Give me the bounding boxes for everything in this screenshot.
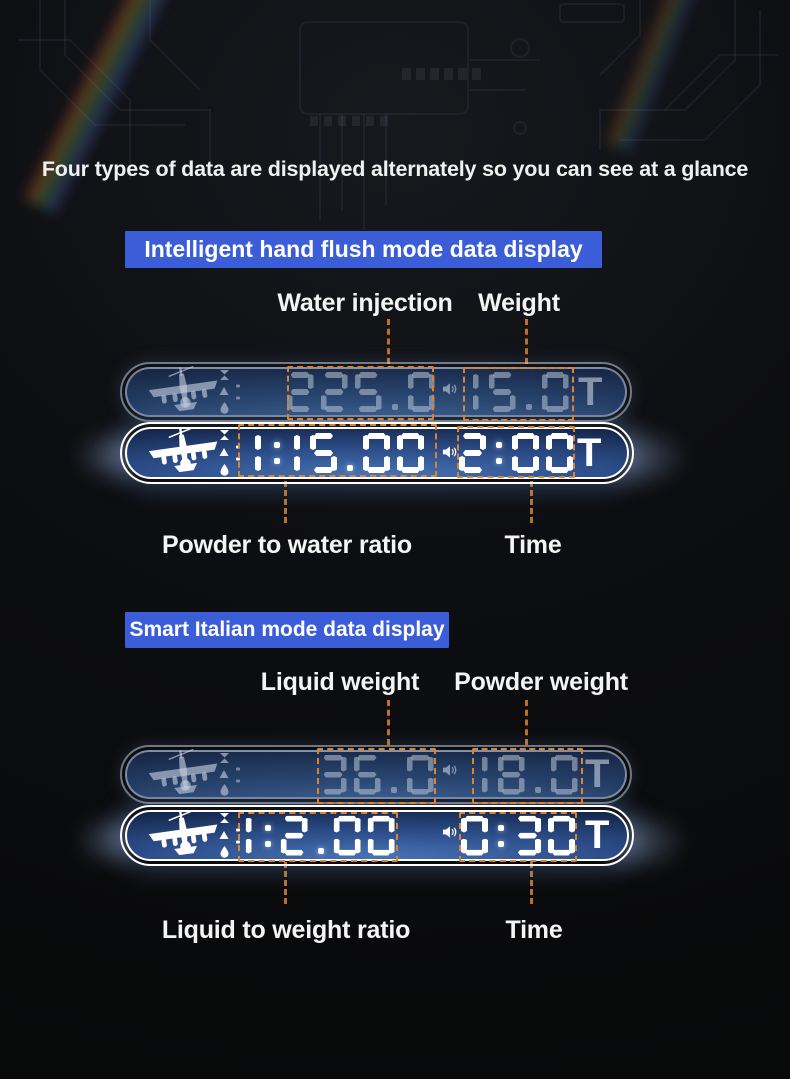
highlight-box-time (459, 812, 577, 862)
connector-line (387, 700, 390, 745)
led-display-hand-flush-alt: T (120, 362, 632, 422)
page-title: Four types of data are displayed alterna… (41, 157, 749, 181)
label-time: Time (505, 916, 563, 944)
label-powder-to-water-ratio: Powder to water ratio (161, 531, 413, 559)
highlight-box-weight (463, 367, 574, 421)
highlight-box-liquid-weight-ratio (238, 812, 398, 862)
brew-stage-icons (218, 370, 230, 414)
label-powder-weight: Powder weight (454, 668, 628, 696)
unit-label: T (577, 430, 602, 475)
speaker-icon (442, 826, 457, 838)
separator-dots (236, 384, 240, 400)
lcd-weight-value (465, 367, 572, 417)
droplet-icon (220, 464, 228, 476)
airplane-icon (148, 748, 218, 794)
lcd-powder-water-ratio-value (240, 427, 435, 479)
droplet-icon (220, 784, 228, 796)
lcd-time-value (461, 810, 575, 861)
connector-line (284, 862, 287, 904)
connector-line (530, 862, 533, 904)
highlight-box-powder-water-ratio (238, 424, 437, 477)
triangle-up-icon (219, 448, 229, 456)
droplet-icon (220, 402, 228, 414)
triangle-up-icon (219, 830, 229, 839)
hourglass-icon (219, 753, 229, 763)
banner-italian-mode: Smart Italian mode data display (125, 612, 449, 648)
light-beam (612, 808, 752, 892)
connector-line (525, 319, 528, 364)
unit-label: T (578, 369, 603, 414)
highlight-box-liquid-weight (317, 748, 436, 804)
speaker-icon (442, 764, 457, 776)
highlight-box-water-injection (287, 366, 434, 420)
connector-line (530, 481, 533, 523)
hourglass-icon (219, 813, 229, 823)
airplane-icon (148, 426, 218, 473)
lcd-water-injection-value (286, 367, 435, 417)
connector-line (387, 319, 390, 364)
light-beam (28, 814, 138, 888)
light-beam (28, 430, 138, 504)
label-liquid-to-weight-ratio: Liquid to weight ratio (161, 916, 411, 944)
label-liquid-weight: Liquid weight (260, 668, 420, 696)
circuit-board-background (18, 0, 778, 230)
lcd-liquid-weight-ratio-value (240, 810, 396, 861)
light-beam (612, 424, 752, 508)
unit-label: T (585, 752, 610, 796)
separator-dots (236, 767, 240, 782)
triangle-up-icon (219, 769, 229, 778)
brew-stage-icons (218, 430, 230, 476)
speaker-icon (442, 446, 457, 458)
droplet-icon (220, 846, 228, 858)
connector-line (284, 481, 287, 523)
brew-stage-icons (218, 753, 230, 796)
label-weight: Weight (478, 289, 560, 317)
triangle-up-icon (219, 387, 229, 395)
hourglass-icon (219, 430, 229, 440)
led-display-hand-flush-active: T (120, 422, 634, 484)
speaker-icon (442, 383, 457, 395)
highlight-box-powder-weight (472, 748, 583, 804)
highlight-box-time (457, 426, 575, 478)
label-water-injection: Water injection (277, 289, 453, 317)
lcd-time-value (459, 427, 573, 479)
label-time: Time (504, 531, 562, 559)
unit-label: T (585, 813, 610, 857)
hourglass-icon (219, 370, 229, 380)
led-display-italian-alt: T (120, 745, 632, 804)
lcd-liquid-weight-value (319, 750, 434, 799)
airplane-icon (148, 809, 218, 855)
banner-hand-flush-mode: Intelligent hand flush mode data display (125, 231, 602, 268)
brew-stage-icons (218, 813, 230, 858)
connector-line (525, 700, 528, 745)
lcd-powder-weight-value (474, 750, 581, 799)
airplane-icon (148, 365, 218, 412)
